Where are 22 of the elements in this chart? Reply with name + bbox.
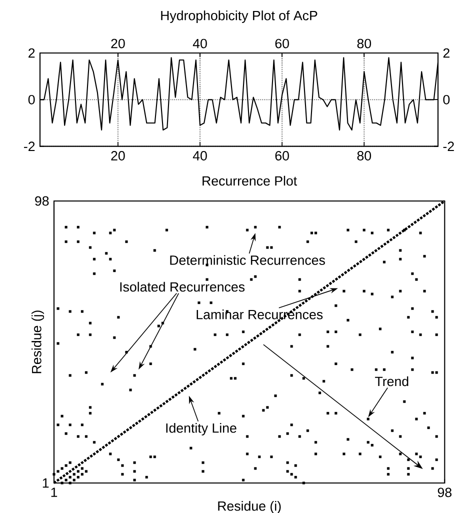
x2-tick-label: 60 xyxy=(275,38,289,48)
y2-tick-label: -2 xyxy=(443,142,454,151)
chart-title: Hydrophobicity Plot of AcP xyxy=(161,10,318,23)
x2-tick-label: 20 xyxy=(111,38,125,48)
y-tick-label: -2 xyxy=(24,142,35,151)
x-tick-label: 40 xyxy=(192,151,207,160)
y-axis-title: Residue (j) xyxy=(32,310,44,374)
y-tick-label: 2 xyxy=(28,48,35,58)
y2-tick-label: 0 xyxy=(443,94,450,104)
annotation: Identity Line xyxy=(166,423,236,436)
y-tick-label: 0 xyxy=(28,94,35,104)
y2-tick-label: 2 xyxy=(443,48,450,58)
annotation: Trend xyxy=(375,376,408,386)
x-tick-label: 20 xyxy=(111,151,125,160)
x2-tick-label: 40 xyxy=(192,38,207,48)
annotation: Deterministic Recurrences xyxy=(170,255,325,265)
annotation: Isolated Recurrences xyxy=(120,282,245,292)
x2-tick-label: 80 xyxy=(357,38,372,48)
x-tick-label: 80 xyxy=(357,151,372,160)
x-axis-title: Residue (i) xyxy=(218,500,281,513)
chart-title: Recurrence Plot xyxy=(202,176,298,186)
x-tick-label: 60 xyxy=(275,151,289,160)
